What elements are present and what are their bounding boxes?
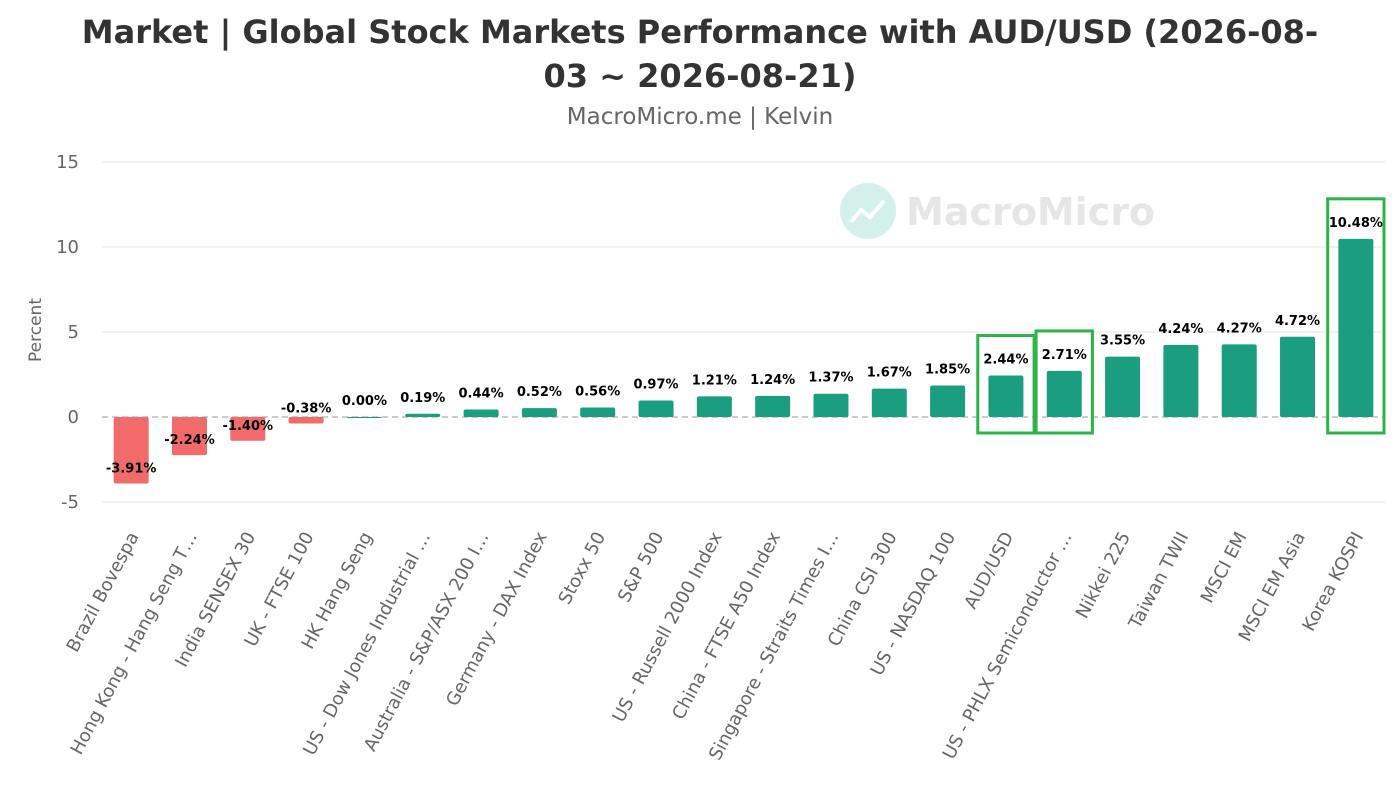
data-label: 4.27% [1217, 321, 1262, 336]
bar [1338, 238, 1374, 417]
x-tick-label: S&P 500 [614, 528, 668, 605]
bar [871, 388, 907, 417]
bar [230, 417, 266, 441]
x-tick-label: US - Russell 2000 Index [609, 528, 727, 726]
data-label: 4.24% [1158, 322, 1203, 337]
bar [463, 409, 499, 417]
bar [521, 408, 557, 417]
chart-subtitle: MacroMicro.me | Kelvin [566, 104, 834, 130]
bar [638, 400, 674, 417]
y-tick-label: 0 [68, 407, 79, 428]
watermark-text: MacroMicro [906, 190, 1155, 234]
data-label: -3.91% [106, 461, 157, 476]
x-tick-label: US - PHLX Semiconductor … [939, 528, 1077, 762]
x-tick-label: Germany - DAX Index [442, 528, 552, 710]
x-tick-label: AUD/USD [960, 528, 1018, 612]
y-tick-label: 15 [56, 152, 79, 173]
y-tick-label: -5 [61, 492, 79, 513]
data-label: 1.21% [692, 373, 737, 388]
data-label: -0.38% [281, 401, 332, 416]
x-tick-label: China - FTSE A50 Index [668, 528, 785, 723]
y-tick-label: 5 [68, 322, 79, 343]
data-label: 2.44% [983, 353, 1028, 368]
data-label: 0.56% [575, 384, 620, 399]
highlight-box [976, 334, 1036, 435]
bar [930, 385, 966, 417]
bar [171, 417, 207, 456]
bar [1280, 336, 1316, 417]
data-label: 0.52% [517, 385, 562, 400]
data-label: 1.67% [867, 366, 912, 381]
data-label: -2.24% [164, 433, 215, 448]
data-label: 0.44% [459, 387, 504, 402]
data-label: 0.97% [633, 378, 678, 393]
y-axis-label: Percent [26, 298, 46, 362]
x-tick-label: Nikkei 225 [1072, 528, 1135, 622]
x-tick-label: Taiwan TWII [1124, 528, 1193, 633]
data-label: 3.55% [1100, 334, 1145, 349]
data-label: 1.85% [925, 363, 970, 378]
data-label: 1.37% [808, 371, 853, 386]
data-label: -1.40% [223, 419, 274, 434]
data-label: 2.71% [1042, 348, 1087, 363]
bar [813, 393, 849, 417]
bar [288, 417, 324, 424]
bar [1046, 370, 1082, 417]
bar [113, 417, 149, 484]
data-label: 0.00% [342, 394, 387, 409]
x-tick-label: Stoxx 50 [555, 528, 611, 608]
x-tick-label: Korea KOSPI [1298, 528, 1368, 634]
watermark-logo-icon [840, 183, 896, 239]
bar [755, 395, 791, 417]
bar [696, 396, 732, 417]
highlight-box [1034, 329, 1094, 435]
watermark: MacroMicro [840, 183, 1155, 239]
watermark-logo-line [849, 199, 886, 224]
bar [405, 413, 441, 417]
data-label: 10.48% [1329, 216, 1383, 231]
x-tick-label: MSCI EM [1197, 528, 1252, 606]
bar [1221, 344, 1257, 417]
y-tick-label: 10 [56, 237, 79, 258]
chart-title: Market | Global Stock Markets Performanc… [81, 13, 1319, 95]
highlight-box [1326, 197, 1386, 435]
bar [346, 417, 382, 418]
data-label: 4.72% [1275, 314, 1320, 329]
bar [1105, 356, 1141, 417]
bar [580, 407, 616, 417]
data-label: 0.19% [400, 391, 445, 406]
bar [1163, 344, 1199, 417]
data-label: 1.24% [750, 373, 795, 388]
bar [988, 375, 1024, 417]
